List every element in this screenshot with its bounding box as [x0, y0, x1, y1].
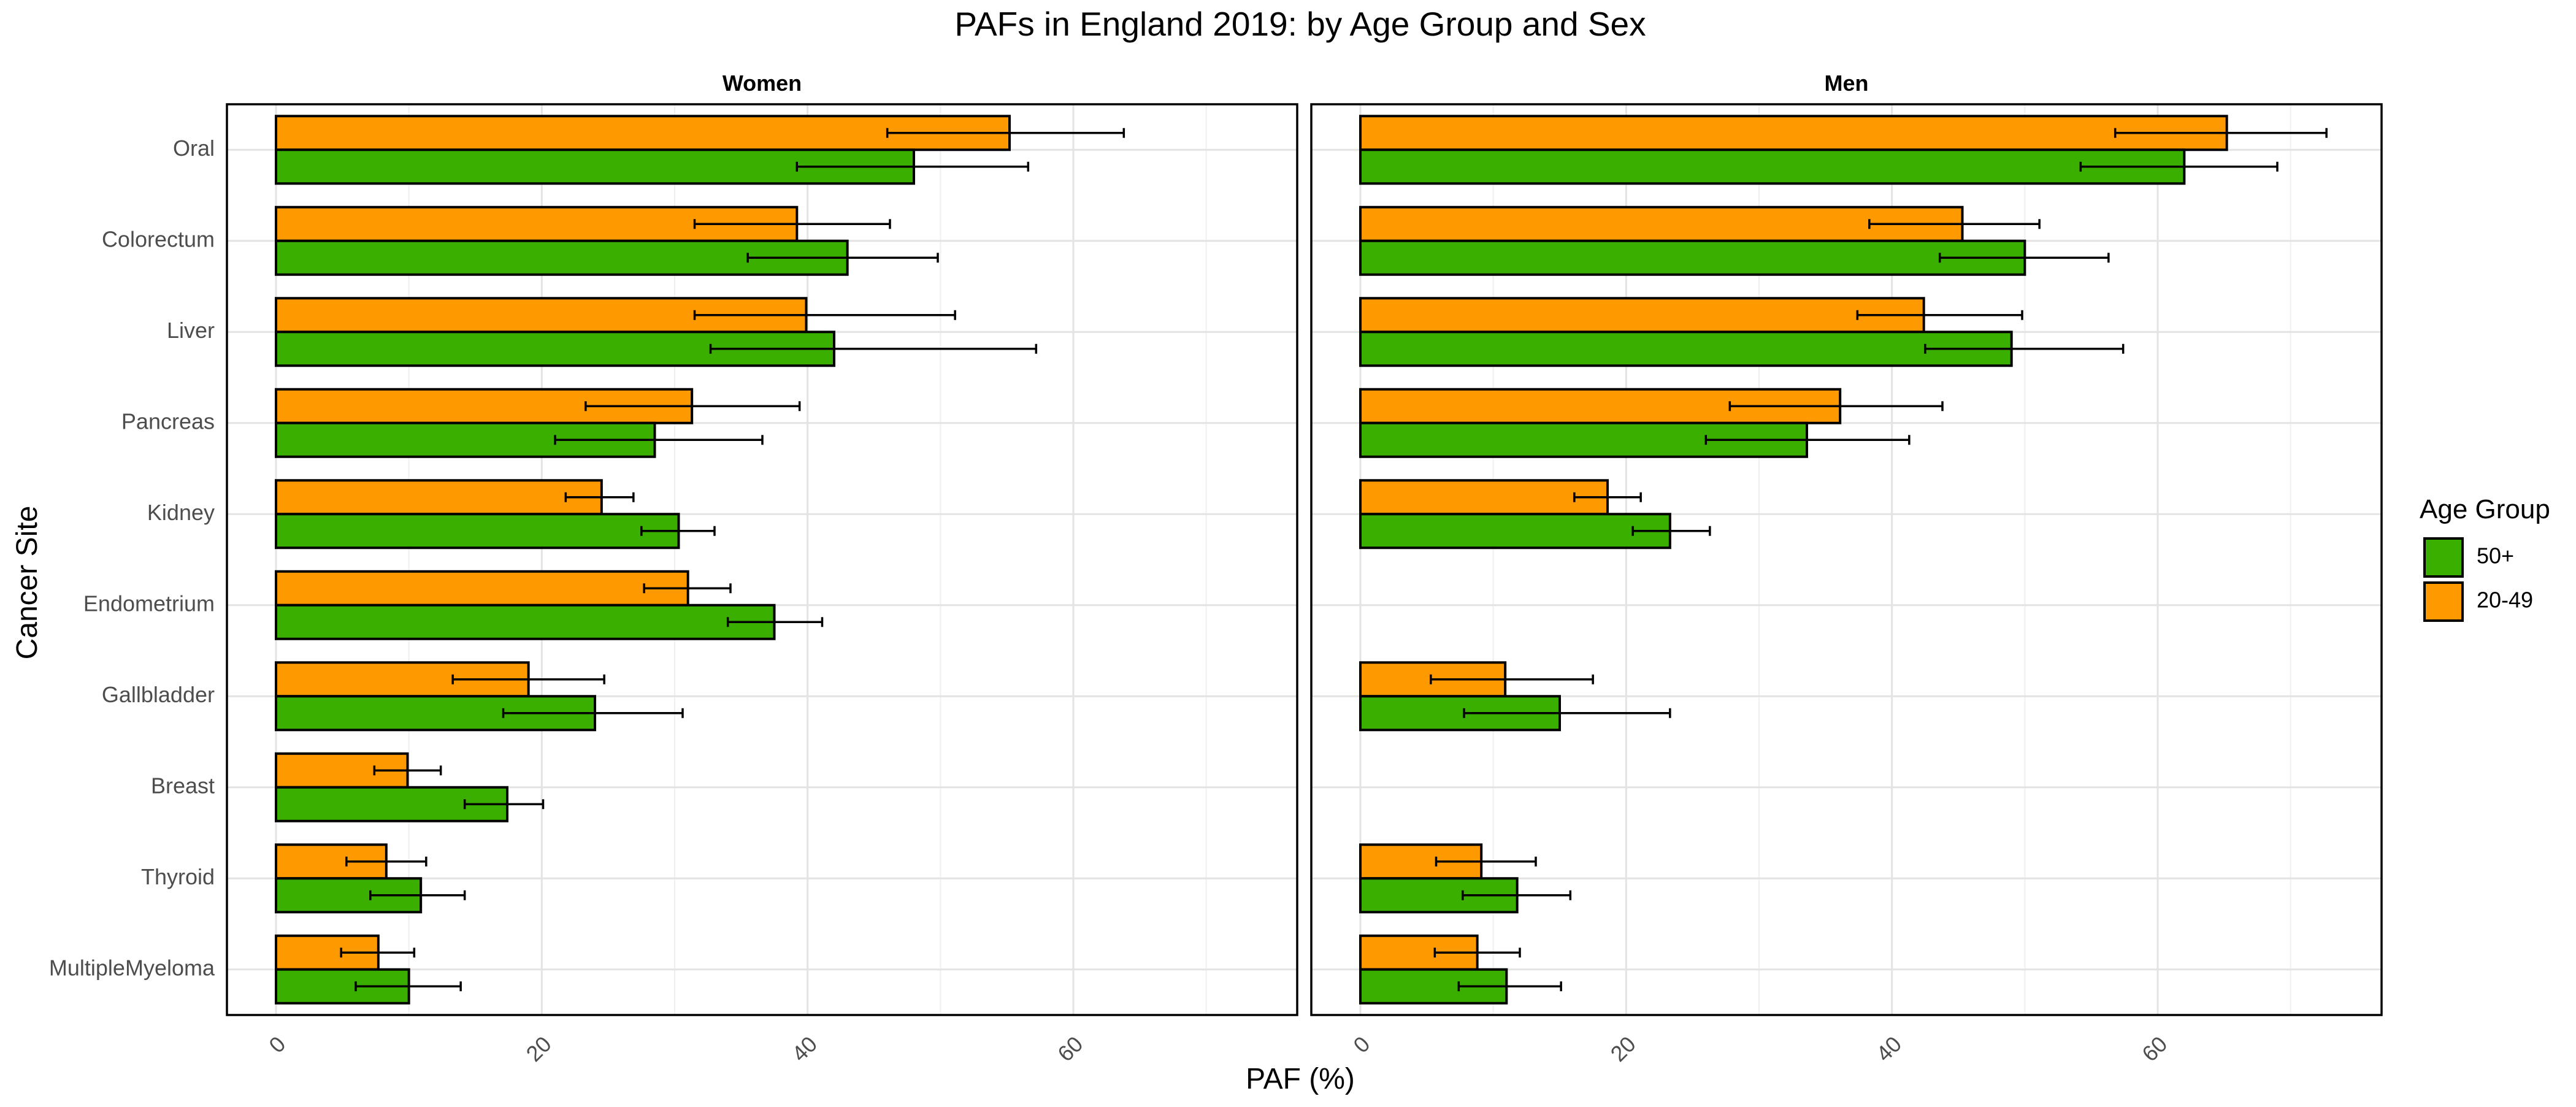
y-tick-label: Endometrium [83, 591, 215, 616]
y-axis: Oral Colorectum Liver Pancreas Kidney Endomet… [49, 136, 215, 981]
x-tick-label: 20 [521, 1031, 556, 1066]
x-tick-label: 0 [264, 1031, 290, 1057]
panel-strip-title: Women [723, 71, 802, 96]
error-bar-50+-pancreas [1704, 435, 1911, 445]
bar-50+-oral [1359, 148, 2186, 185]
error-bar-20-49-pancreas [585, 401, 801, 412]
legend-item-50+: 50+ [2423, 537, 2514, 578]
legend-items: 50+ 20-49 [2423, 537, 2533, 622]
error-bar-20-49-endometrium [643, 583, 732, 594]
error-bar-50+-oral [795, 161, 1030, 172]
panel-border [226, 103, 1298, 1016]
bar-20-49-oral [1359, 115, 2228, 151]
error-bar-20-49-colorectum [1868, 219, 2041, 229]
error-bar-50+-gallbladder [1463, 708, 1671, 718]
legend-title: Age Group [2420, 494, 2550, 524]
bar-20-49-kidney [275, 479, 603, 516]
x-tick-label: 20 [1606, 1031, 1641, 1066]
error-bar-20-49-thyroid [1435, 856, 1537, 867]
panel-men: Men 0 20 40 60 [1310, 71, 2383, 1067]
y-tick-label: MultipleMyeloma [49, 955, 215, 980]
error-bar-50+-multiplemyeloma [1457, 981, 1562, 992]
error-bar-50+-pancreas [554, 435, 764, 445]
x-tick-label: 60 [1052, 1031, 1087, 1066]
bar-50+-colorectum [1359, 239, 2026, 276]
bar-50+-kidney [1359, 513, 1671, 550]
error-bar-50+-liver [709, 343, 1038, 354]
error-bar-50+-kidney [640, 526, 716, 536]
error-bar-50+-thyroid [369, 890, 466, 900]
error-bar-20-49-breast [373, 765, 442, 776]
bar-20-49-liver [1359, 297, 1925, 334]
y-tick-label: Colorectum [102, 226, 215, 251]
chart-title: PAFs in England 2019: by Age Group and S… [954, 5, 1646, 43]
bar-20-49-endometrium [275, 570, 689, 607]
bar-50+-kidney [275, 513, 680, 550]
legend-swatch [2423, 537, 2464, 578]
error-bar-50+-colorectum [1938, 253, 2110, 263]
error-bar-50+-gallbladder [502, 708, 684, 718]
panel-women: Women 0 20 40 60 [226, 71, 1298, 1067]
error-bar-20-49-oral [886, 128, 1125, 138]
error-bar-20-49-multiplemyeloma [340, 948, 416, 958]
error-bar-50+-liver [1924, 343, 2125, 354]
error-bar-20-49-pancreas [1728, 401, 1944, 412]
error-bar-20-49-gallbladder [451, 674, 605, 684]
error-bar-50+-breast [463, 799, 545, 810]
panels-layer: Women 0 20 40 60 Men 0 20 40 60 Oral Colorectum Live… [49, 71, 2383, 1067]
x-tick-label: 60 [2137, 1031, 2172, 1066]
error-bar-50+-kidney [1631, 526, 1711, 536]
legend: Age Group 50+ 20-49 [2420, 494, 2550, 622]
error-bar-20-49-oral [2114, 128, 2328, 138]
legend-label: 20-49 [2477, 588, 2533, 613]
error-bar-50+-multiplemyeloma [355, 981, 462, 992]
error-bar-20-49-multiplemyeloma [1433, 948, 1521, 958]
panel-strip-title: Men [1825, 71, 1869, 96]
y-tick-label: Liver [167, 318, 215, 343]
bar-50+-endometrium [275, 603, 776, 640]
y-tick-label: Breast [151, 773, 215, 798]
x-tick-label: 0 [1348, 1031, 1374, 1057]
error-bar-50+-colorectum [746, 253, 939, 263]
x-axis-label: PAF (%) [1246, 1063, 1355, 1095]
y-tick-label: Pancreas [121, 408, 215, 434]
legend-label: 50+ [2477, 543, 2514, 569]
x-tick-label: 40 [787, 1031, 822, 1066]
error-bar-50+-thyroid [1462, 890, 1572, 900]
error-bar-50+-oral [2079, 161, 2279, 172]
bar-50+-liver [1359, 331, 2013, 367]
y-tick-label: Oral [173, 136, 215, 161]
legend-swatch [2423, 581, 2464, 622]
bar-20-49-kidney [1359, 479, 1609, 516]
y-axis-label: Cancer Site [11, 506, 44, 660]
bar-50+-multiplemyeloma [275, 968, 410, 1005]
y-tick-label: Gallbladder [102, 682, 215, 707]
y-tick-label: Thyroid [141, 864, 215, 889]
error-bar-20-49-liver [1856, 310, 2023, 320]
error-bar-20-49-kidney [1573, 492, 1642, 502]
error-bar-20-49-gallbladder [1430, 674, 1594, 684]
error-bar-20-49-thyroid [345, 856, 427, 867]
error-bar-20-49-liver [693, 310, 956, 320]
error-bar-50+-endometrium [726, 617, 824, 627]
error-bar-20-49-kidney [564, 492, 635, 502]
panel-border [1310, 103, 2383, 1016]
legend-item-20-49: 20-49 [2423, 581, 2533, 622]
y-tick-label: Kidney [147, 500, 215, 525]
error-bar-20-49-colorectum [693, 219, 891, 229]
x-tick-label: 40 [1871, 1031, 1906, 1066]
